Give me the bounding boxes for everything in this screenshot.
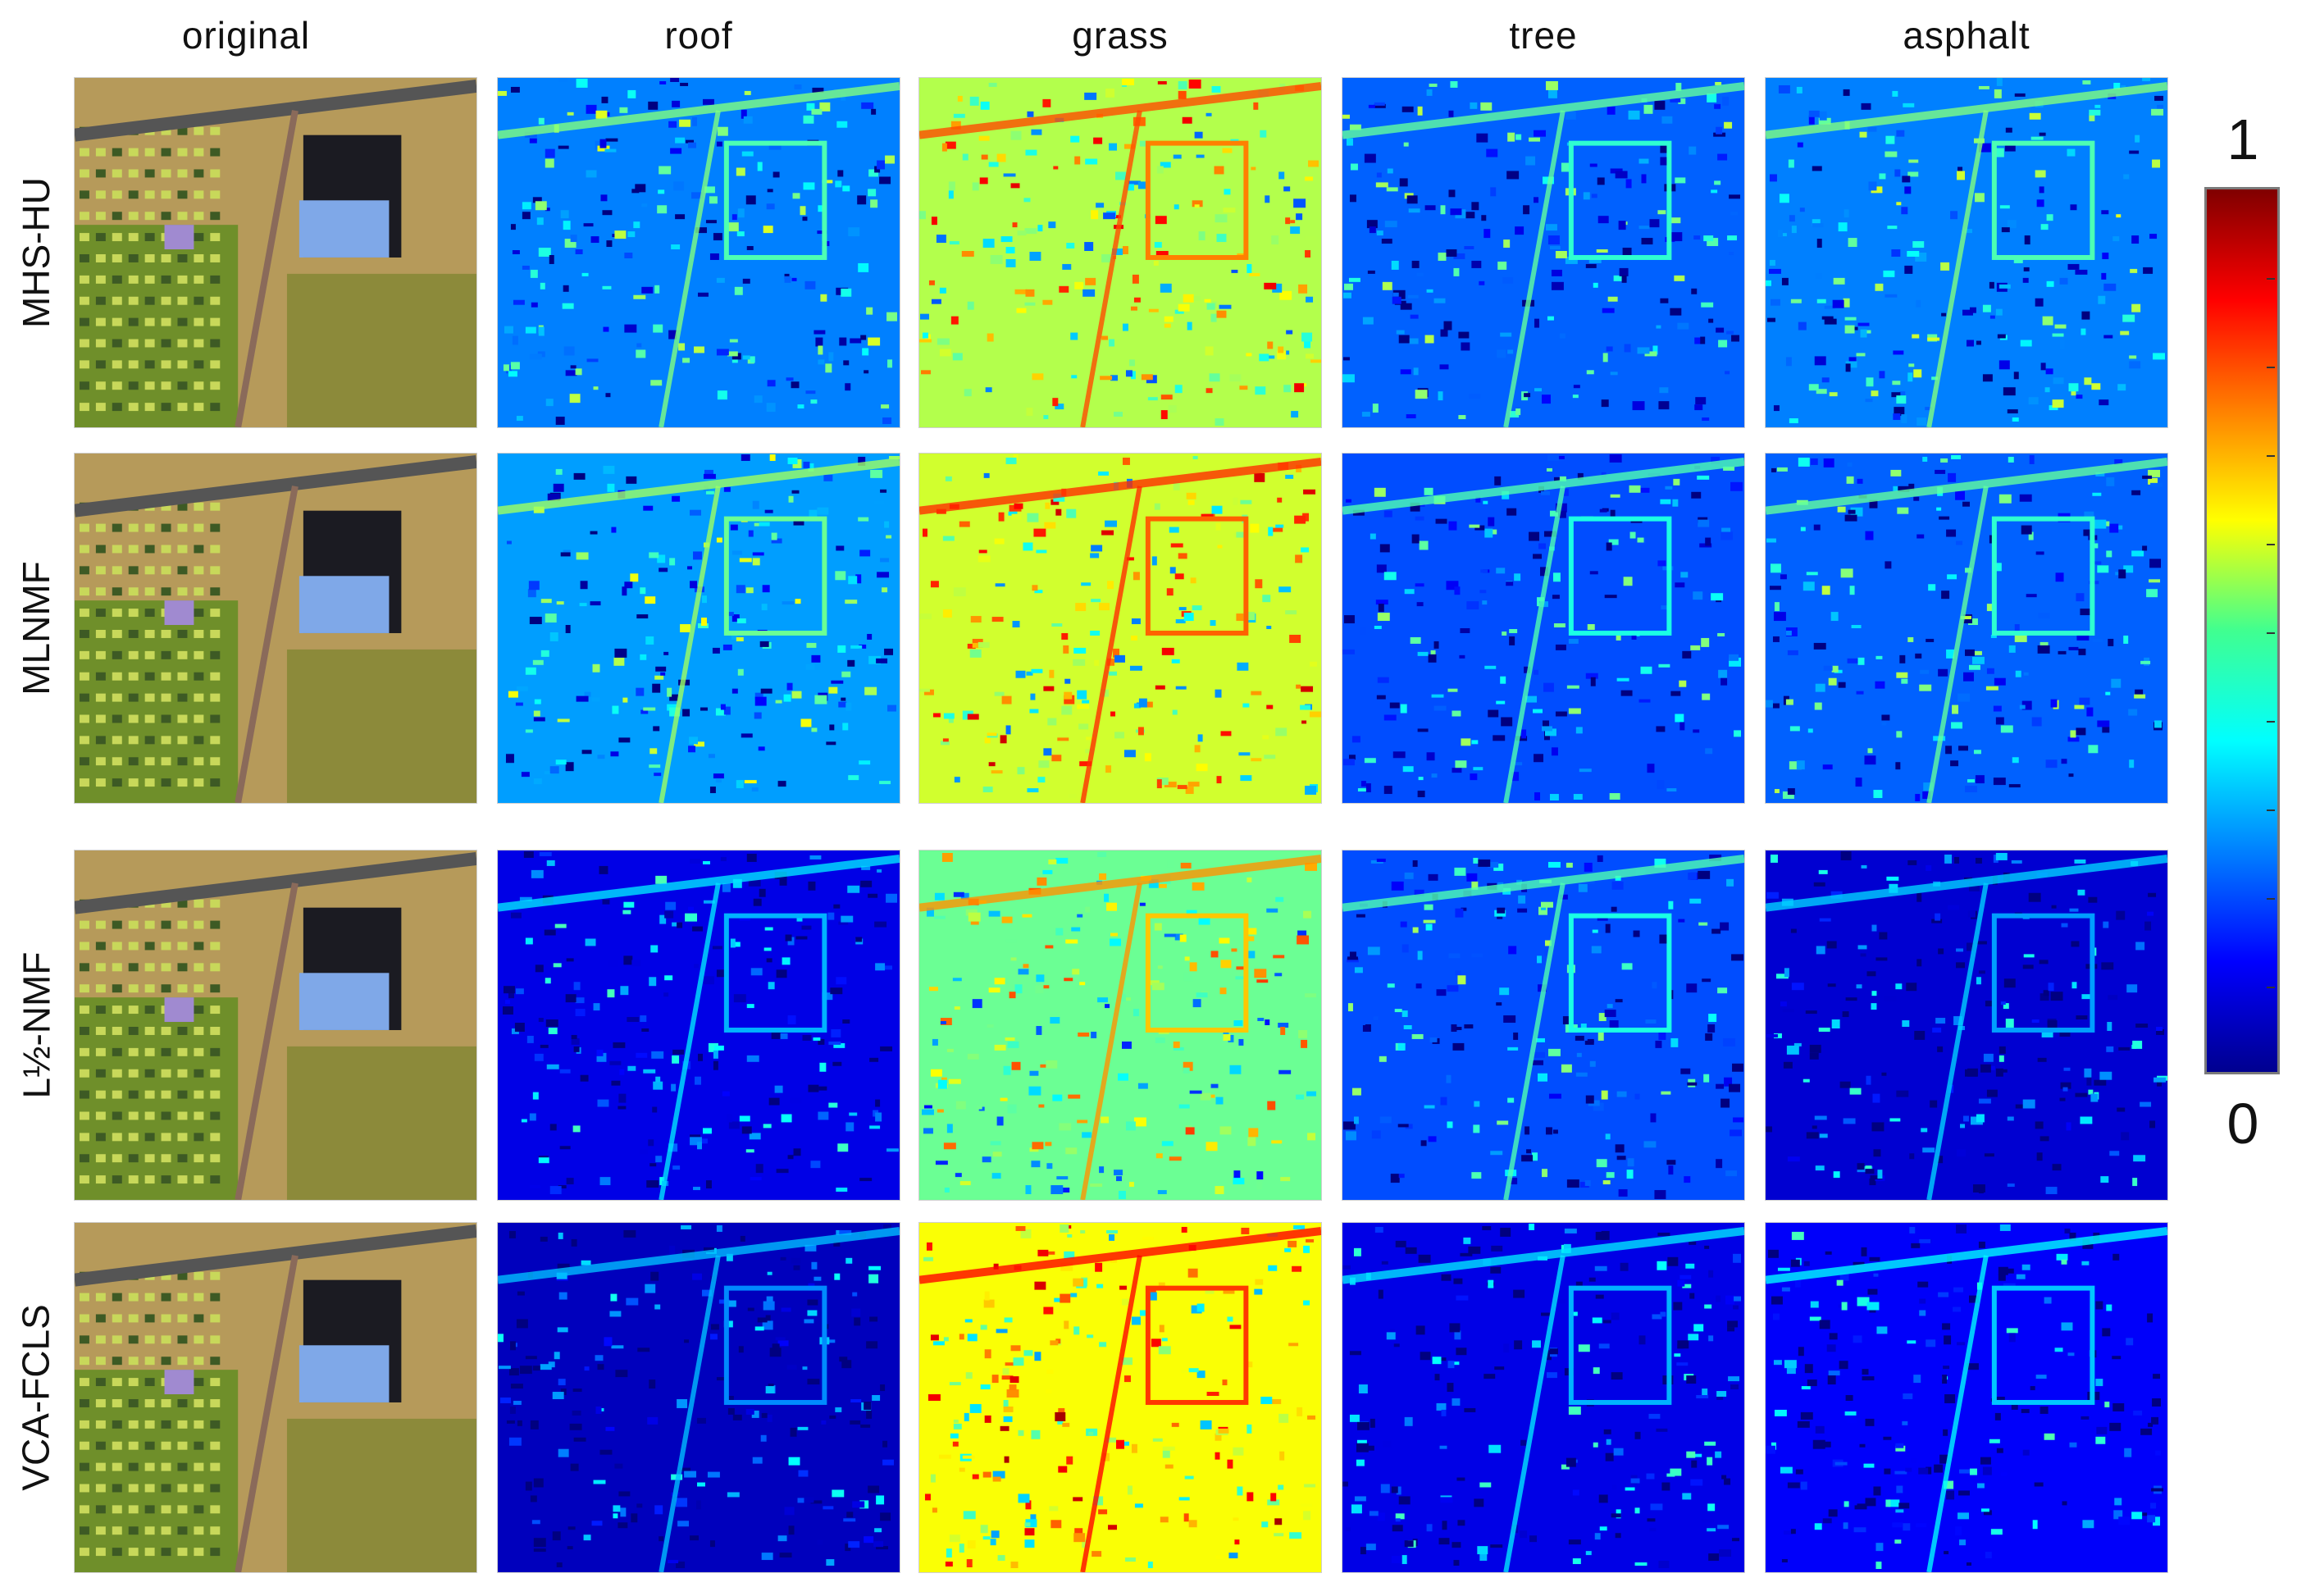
abundance-map-mhs-hu-original	[74, 77, 477, 428]
column-header-asphalt: asphalt	[1903, 14, 2030, 57]
abundance-heatmap-image	[919, 454, 1321, 803]
original-scene-image	[75, 1223, 476, 1572]
abundance-map-l-nmf-roof	[497, 850, 900, 1201]
abundance-heatmap-image	[1766, 78, 2167, 427]
abundance-map-vca-fcls-tree	[1342, 1222, 1745, 1573]
abundance-map-vca-fcls-original	[74, 1222, 477, 1573]
row-label-l-half-nmf: L½-NMF	[15, 951, 57, 1099]
colorbar-tick	[2267, 987, 2275, 988]
colorbar-tick	[2267, 721, 2275, 723]
abundance-heatmap-image	[919, 1223, 1321, 1572]
abundance-map-mlnmf-grass	[918, 453, 1322, 804]
abundance-map-vca-fcls-roof	[497, 1222, 900, 1573]
abundance-heatmap-image	[1342, 850, 1744, 1200]
original-scene-image	[75, 78, 476, 427]
colorbar-tick	[2267, 278, 2275, 280]
abundance-heatmap-image	[1342, 1223, 1744, 1572]
column-header-tree: tree	[1509, 14, 1578, 57]
colorbar-tick	[2267, 455, 2275, 457]
abundance-heatmap-image	[1766, 454, 2167, 803]
abundance-heatmap-image	[498, 850, 900, 1200]
abundance-map-mhs-hu-grass	[918, 77, 1322, 428]
abundance-map-mlnmf-roof	[497, 453, 900, 804]
column-header-grass: grass	[1072, 14, 1169, 57]
original-scene-image	[75, 454, 476, 803]
abundance-heatmap-image	[1766, 850, 2167, 1200]
colorbar-max-label: 1	[2226, 107, 2259, 171]
abundance-map-mhs-hu-tree	[1342, 77, 1745, 428]
row-label-mhs-hu: MHS-HU	[15, 177, 58, 328]
abundance-heatmap-image	[1342, 454, 1744, 803]
abundance-map-mlnmf-tree	[1342, 453, 1745, 804]
colorbar-gradient	[2204, 187, 2280, 1074]
colorbar-tick	[2267, 809, 2275, 811]
colorbar-tick	[2267, 367, 2275, 368]
abundance-heatmap-image	[1766, 1223, 2167, 1572]
colorbar-tick	[2267, 898, 2275, 900]
abundance-map-vca-fcls-grass	[918, 1222, 1322, 1573]
colorbar	[2204, 187, 2280, 1074]
row-label-mlnmf: MLNMF	[15, 561, 58, 695]
abundance-map-vca-fcls-asphalt	[1765, 1222, 2168, 1573]
abundance-heatmap-image	[498, 1223, 900, 1572]
abundance-map-mlnmf-asphalt	[1765, 453, 2168, 804]
colorbar-min-label: 0	[2226, 1092, 2259, 1156]
abundance-heatmap-image	[1342, 78, 1744, 427]
abundance-map-mhs-hu-asphalt	[1765, 77, 2168, 428]
abundance-map-mhs-hu-roof	[497, 77, 900, 428]
row-label-vca-fcls: VCA-FCLS	[15, 1304, 58, 1491]
abundance-map-l-nmf-original	[74, 850, 477, 1201]
abundance-map-l-nmf-tree	[1342, 850, 1745, 1201]
column-header-original: original	[181, 14, 311, 57]
abundance-map-mlnmf-original	[74, 453, 477, 804]
abundance-heatmap-image	[498, 78, 900, 427]
abundance-map-l-nmf-grass	[918, 850, 1322, 1201]
abundance-heatmap-image	[919, 78, 1321, 427]
abundance-heatmap-image	[498, 454, 900, 803]
colorbar-tick	[2267, 632, 2275, 634]
original-scene-image	[75, 850, 476, 1200]
abundance-map-l-nmf-asphalt	[1765, 850, 2168, 1201]
column-header-roof: roof	[664, 14, 733, 57]
colorbar-tick	[2267, 544, 2275, 545]
abundance-heatmap-image	[919, 850, 1321, 1200]
